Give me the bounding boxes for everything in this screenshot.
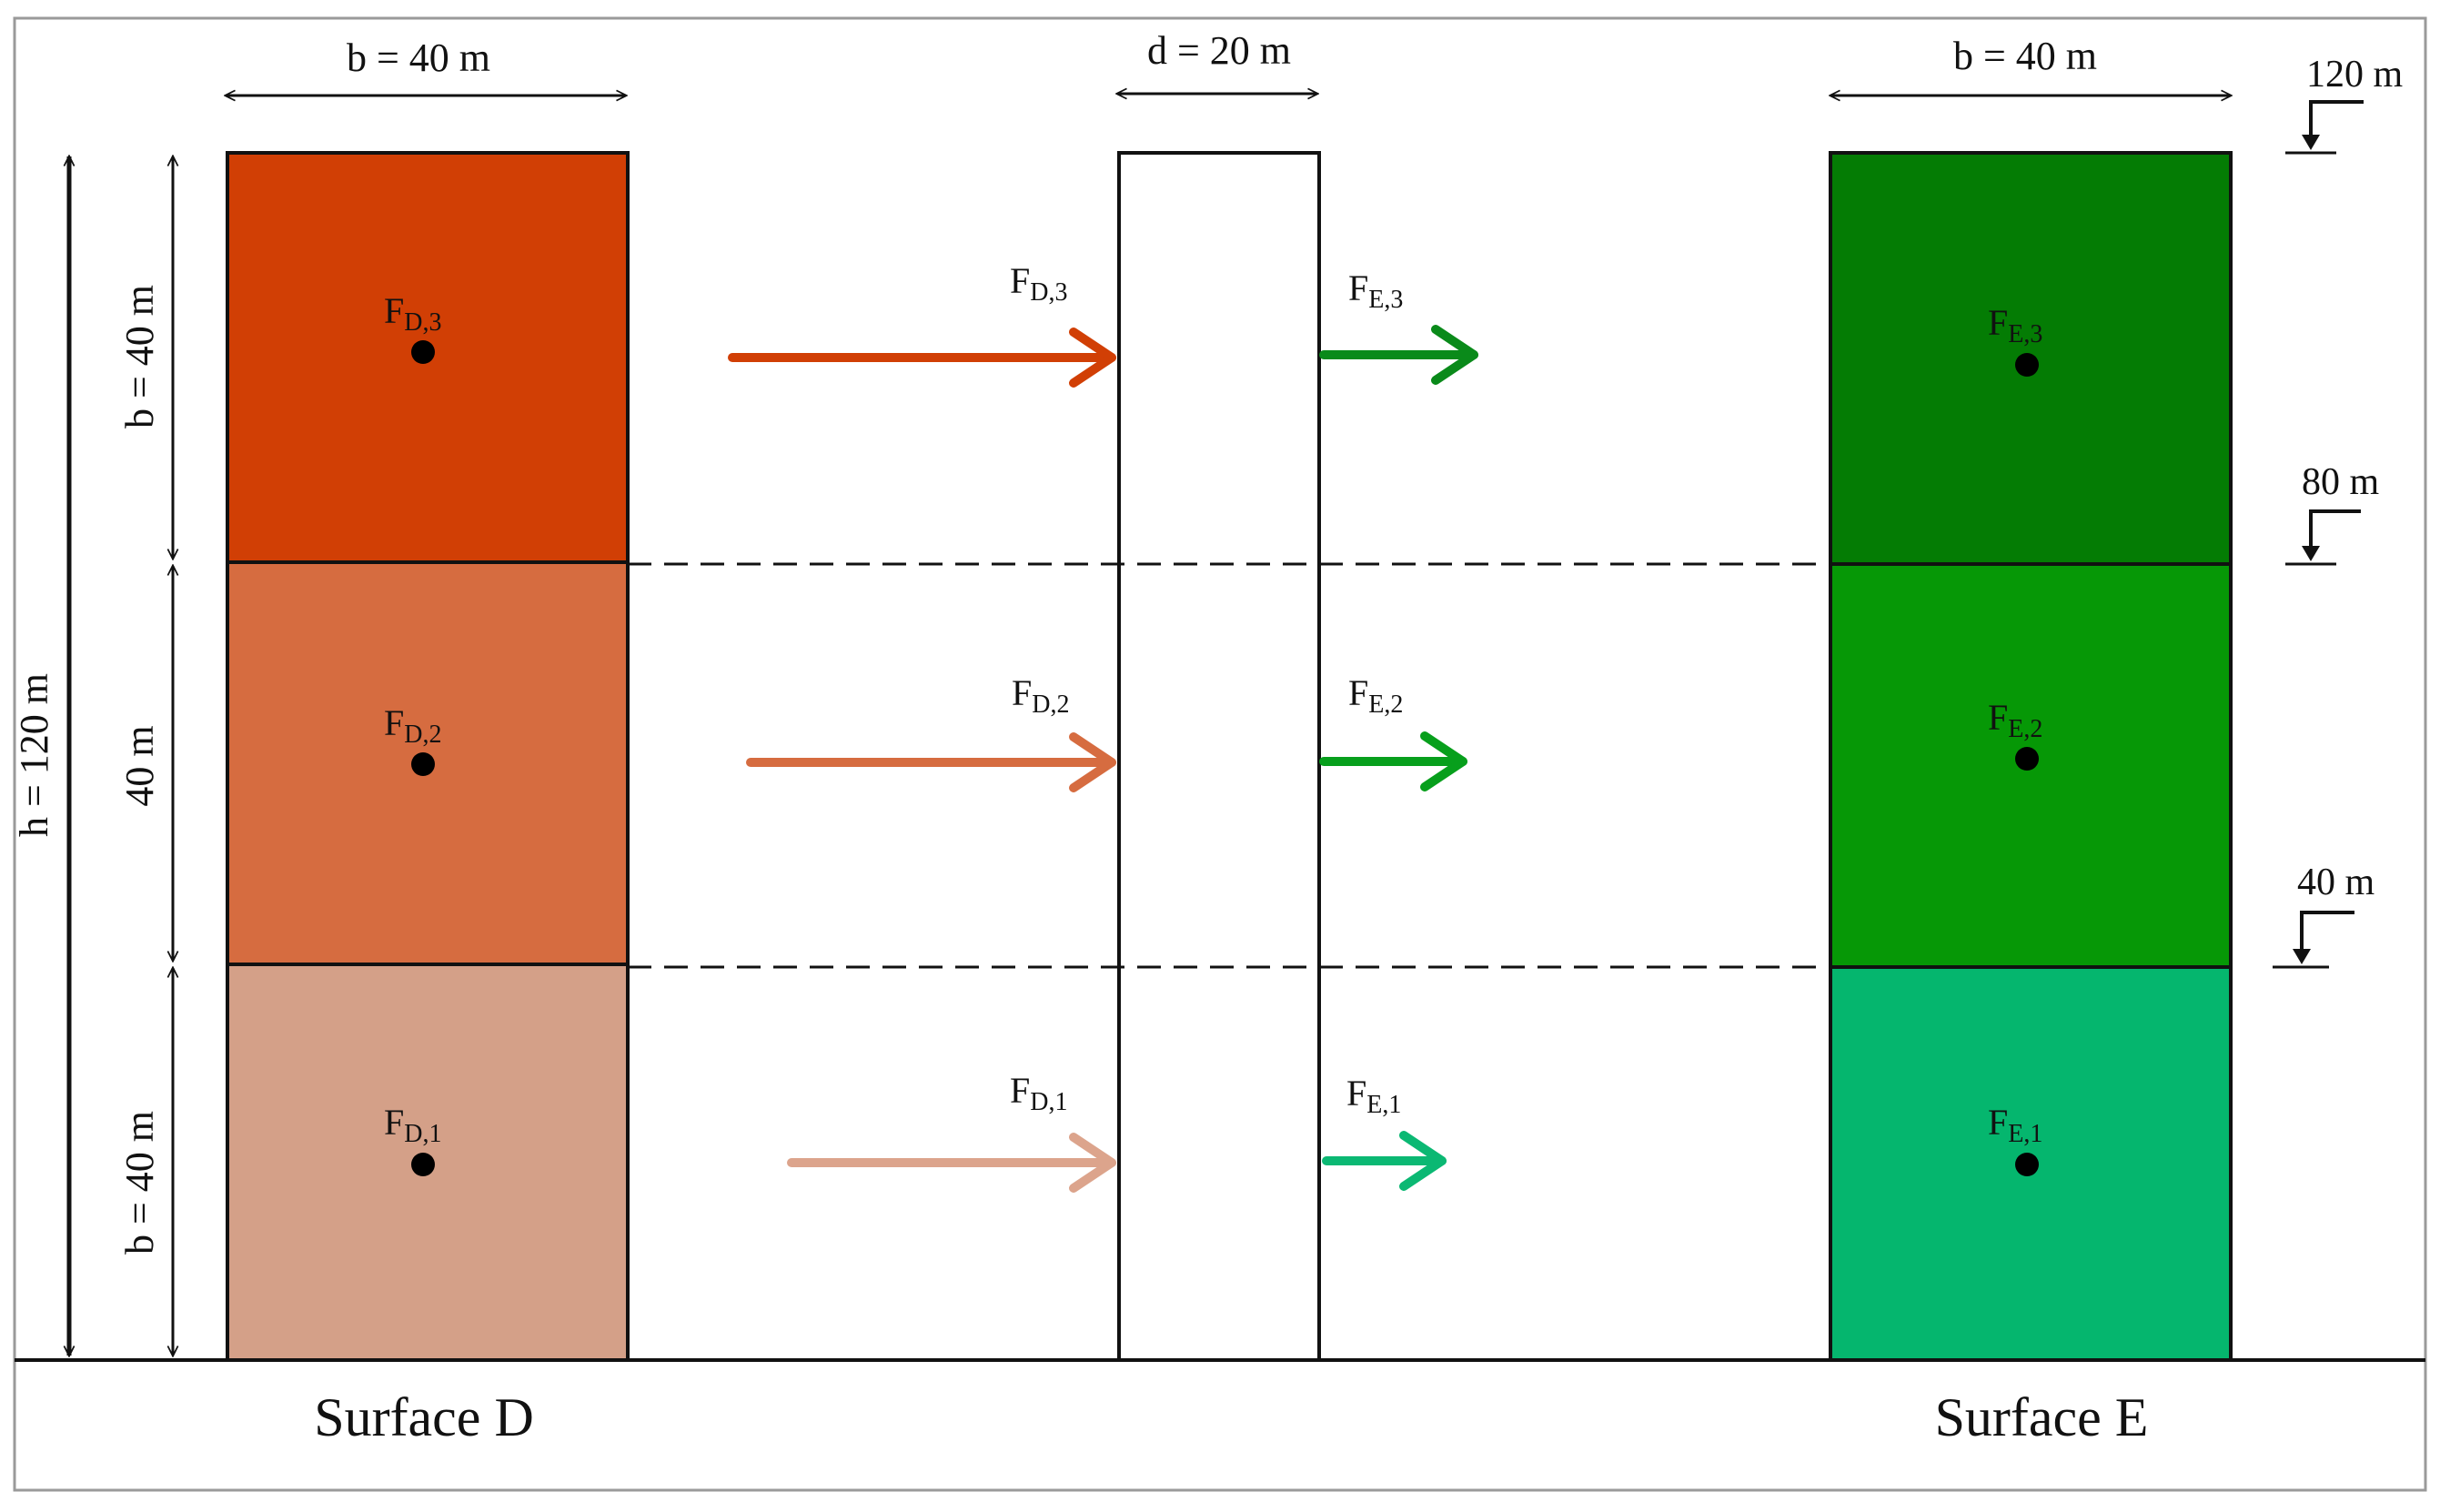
arrow-fd1: FD,1	[787, 1070, 1116, 1193]
force-label: FD,3	[384, 290, 441, 337]
level-arrowhead	[2302, 546, 2320, 561]
arrow-head	[1431, 325, 1478, 385]
arrow-label: FD,3	[1010, 260, 1067, 307]
level-marker-40: 40 m	[2273, 862, 2375, 969]
arrow-fd3: FD,3	[728, 260, 1116, 388]
figure-frame	[13, 16, 2427, 1492]
arrow-fd2: FD,2	[746, 672, 1116, 792]
segment-top-label: b = 40 m	[117, 285, 162, 428]
force-point	[411, 1153, 435, 1176]
force-label: FE,3	[1988, 302, 2042, 348]
surface-d-force-1: FD,1	[384, 1102, 441, 1176]
arrow-fe3: FE,3	[1319, 267, 1478, 385]
level-leader	[2309, 100, 2364, 146]
arrow-head	[1069, 1133, 1116, 1193]
force-point	[2015, 1153, 2039, 1176]
force-label: FE,2	[1988, 697, 2042, 743]
total-height-label: h = 120 m	[12, 673, 56, 837]
surface-e-stack	[1829, 151, 2233, 1362]
level-arrowhead	[2302, 135, 2320, 150]
force-point	[411, 340, 435, 364]
force-label: FE,1	[1988, 1102, 2042, 1148]
building-section	[1117, 151, 1321, 1362]
level-marker-80: 80 m	[2285, 461, 2380, 566]
level-marker-120: 120 m	[2285, 54, 2404, 155]
force-point	[2015, 747, 2039, 771]
surface-e-title: Surface E	[1935, 1387, 2149, 1447]
surface-e-force-2: FE,2	[1988, 697, 2042, 771]
arrow-head	[1069, 732, 1116, 792]
surface-d-outline	[226, 151, 630, 1362]
arrow-fe2: FE,2	[1319, 672, 1467, 791]
level-arrowhead	[2293, 949, 2311, 964]
arrow-fe1: FE,1	[1322, 1073, 1447, 1191]
level-label: 40 m	[2297, 862, 2375, 903]
arrow-label: FE,3	[1348, 267, 1403, 314]
level-label: 120 m	[2306, 54, 2404, 96]
level-leader	[2300, 911, 2354, 960]
force-label: FD,1	[384, 1102, 441, 1148]
segment-bottom-label: b = 40 m	[117, 1111, 162, 1255]
surface-e-force-1: FE,1	[1988, 1102, 2042, 1176]
force-point	[411, 752, 435, 776]
level-label: 80 m	[2302, 461, 2380, 503]
surface-e-force-3: FE,3	[1988, 302, 2042, 377]
arrow-label: FD,1	[1010, 1070, 1067, 1116]
level-leader	[2309, 509, 2361, 557]
segment-middle-label: 40 m	[117, 725, 162, 806]
arrow-label: FD,2	[1012, 672, 1069, 719]
arrow-label: FE,2	[1348, 672, 1403, 719]
arrow-head	[1399, 1131, 1447, 1191]
arrow-head	[1420, 731, 1467, 791]
surface-d-force-3: FD,3	[384, 290, 441, 364]
surface-d-force-2: FD,2	[384, 702, 441, 776]
force-label: FD,2	[384, 702, 441, 749]
arrow-head	[1069, 328, 1116, 388]
force-point	[2015, 353, 2039, 377]
surface-d-title: Surface D	[314, 1387, 534, 1447]
building-depth-label: d = 20 m	[1147, 28, 1291, 73]
surface-d-width-label: b = 40 m	[347, 35, 490, 80]
surface-e-outline	[1829, 151, 2233, 1362]
surface-e-width-label: b = 40 m	[1953, 34, 2097, 78]
arrow-label: FE,1	[1346, 1073, 1401, 1119]
